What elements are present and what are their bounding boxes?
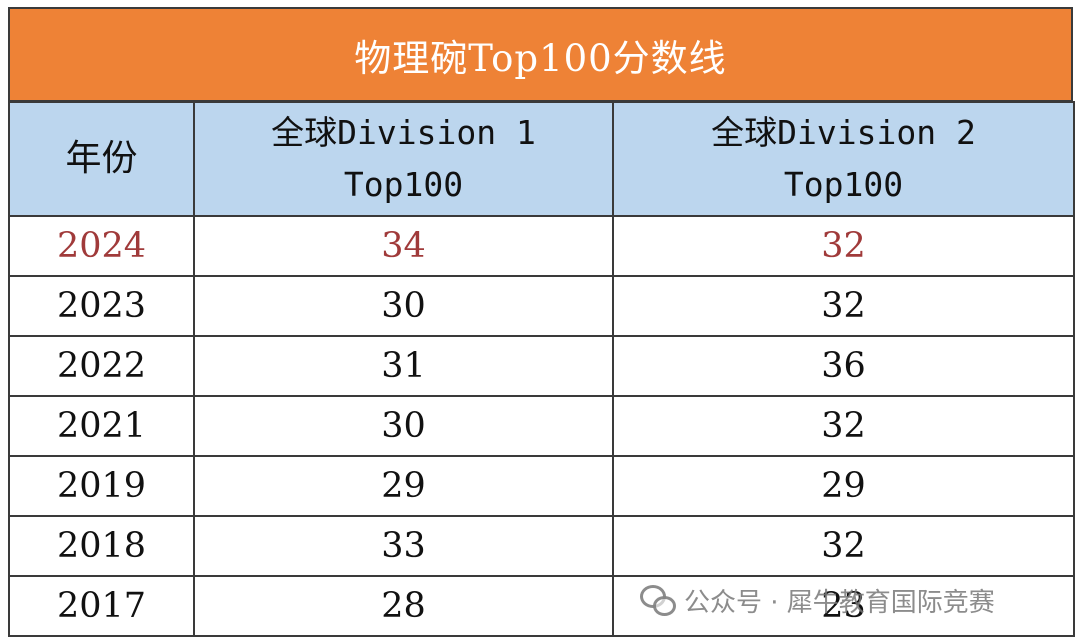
header-division-2: 全球Division 2 Top100 [612,101,1075,217]
cell-year: 2019 [8,455,195,517]
cell-division-1: 28 [193,575,614,637]
header-row: 年份 全球Division 1 Top100 全球Division 2 Top1… [8,101,1075,217]
cell-year: 2018 [8,515,195,577]
cell-division-2: 23 [612,575,1075,637]
cell-year: 2021 [8,395,195,457]
table-row: 2019 29 29 [8,455,1075,517]
table-row: 2022 31 36 [8,335,1075,397]
table-row: 2018 33 32 [8,515,1075,577]
cell-division-1: 31 [193,335,614,397]
score-table: 年份 全球Division 1 Top100 全球Division 2 Top1… [8,101,1075,637]
cell-division-1: 33 [193,515,614,577]
table-title: 物理碗Top100分数线 [8,7,1073,102]
cell-year: 2024 [8,215,195,277]
cell-division-2: 32 [612,275,1075,337]
table-row: 2017 28 23 [8,575,1075,637]
cell-division-2: 32 [612,395,1075,457]
header-division-1: 全球Division 1 Top100 [193,101,614,217]
cell-year: 2022 [8,335,195,397]
cell-division-1: 34 [193,215,614,277]
cell-division-1: 29 [193,455,614,517]
header-division-1-line2: Top100 [343,165,464,204]
header-division-1-line1: 全球Division 1 [271,113,536,152]
header-year: 年份 [8,101,195,217]
header-division-2-line1: 全球Division 2 [711,113,976,152]
cell-division-2: 36 [612,335,1075,397]
cell-division-1: 30 [193,395,614,457]
cell-year: 2023 [8,275,195,337]
cell-year: 2017 [8,575,195,637]
table-row: 2021 30 32 [8,395,1075,457]
cell-division-2: 32 [612,515,1075,577]
cell-division-1: 30 [193,275,614,337]
table-row: 2023 30 32 [8,275,1075,337]
cell-division-2: 29 [612,455,1075,517]
header-division-2-line2: Top100 [783,165,904,204]
cell-division-2: 32 [612,215,1075,277]
table-row: 2024 34 32 [8,215,1075,277]
